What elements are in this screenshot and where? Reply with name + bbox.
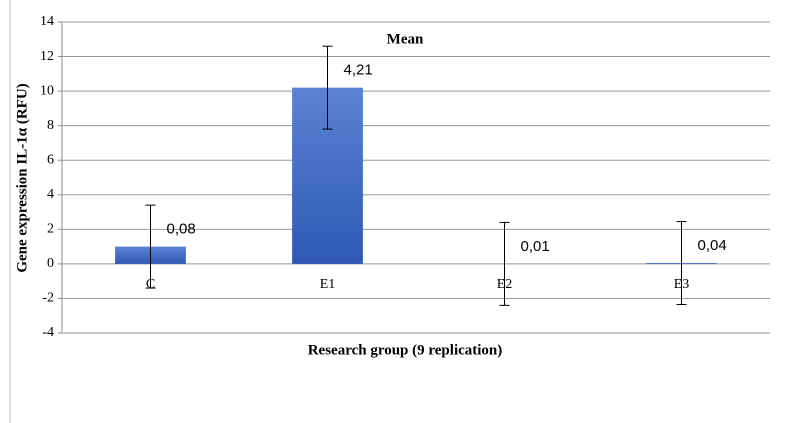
y-tick-label: 0 bbox=[47, 256, 54, 271]
y-tick-label: 4 bbox=[47, 187, 54, 202]
y-tick-label: 6 bbox=[47, 152, 54, 167]
annotation: 0,08 bbox=[167, 221, 196, 238]
annotation: 0,04 bbox=[698, 237, 727, 254]
x-tick-label: E2 bbox=[497, 277, 513, 292]
y-tick-label: -4 bbox=[42, 325, 54, 340]
y-tick-label: 12 bbox=[40, 49, 54, 64]
x-tick-label: E3 bbox=[674, 277, 690, 292]
y-tick-label: 14 bbox=[40, 14, 54, 29]
y-tick-label: 8 bbox=[47, 118, 54, 133]
y-axis-title: Gene expression IL-1α (RFU) bbox=[14, 83, 30, 272]
x-tick-label: E1 bbox=[320, 277, 336, 292]
annotation: 4,21 bbox=[344, 62, 373, 79]
y-tick-label: -2 bbox=[42, 291, 54, 306]
x-axis-title: Research group (9 replication) bbox=[308, 342, 503, 358]
y-tick-label: 2 bbox=[47, 222, 54, 237]
chart-frame bbox=[9, 0, 11, 423]
chart-title: Mean bbox=[387, 31, 424, 47]
y-tick-label: 10 bbox=[40, 83, 54, 98]
annotation: 0,01 bbox=[521, 238, 550, 255]
x-tick-label: C bbox=[146, 277, 155, 292]
